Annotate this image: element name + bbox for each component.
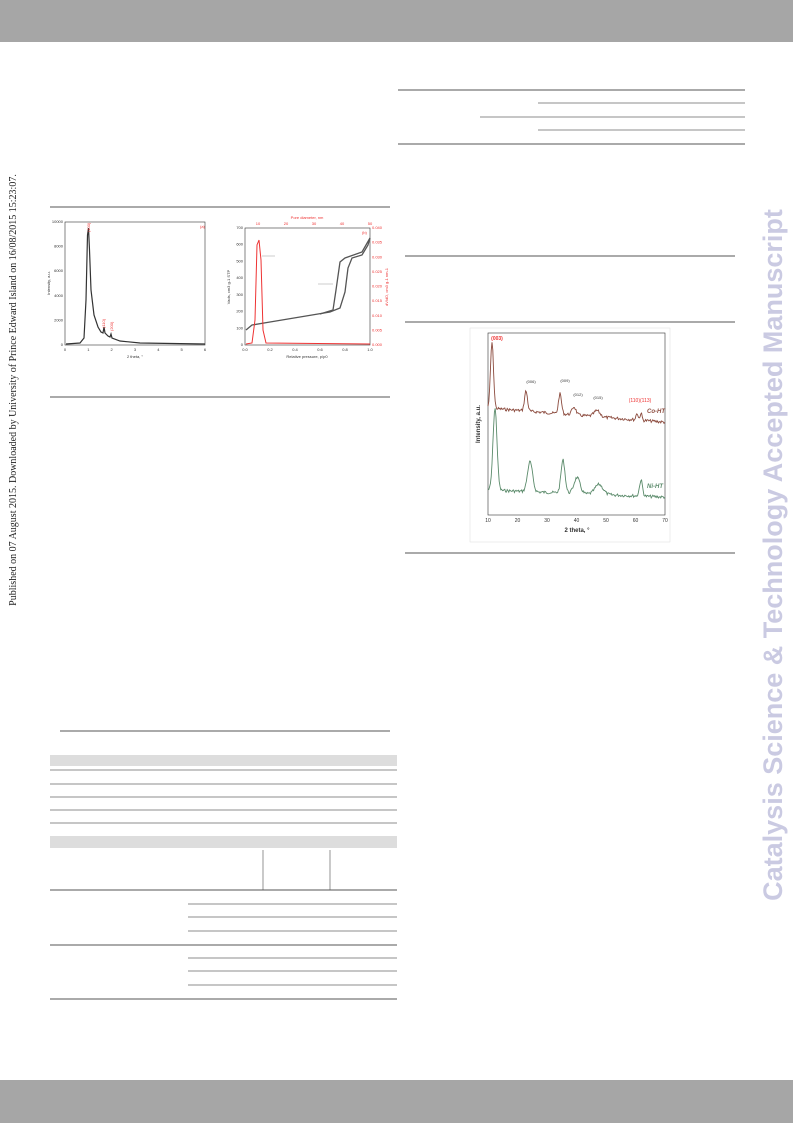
- y2-axis-label: dV/dD, cm3 g-1 nm-1: [384, 267, 389, 306]
- header-bar: [0, 0, 793, 42]
- x-tick-label: 6: [204, 347, 207, 352]
- figure-1b: [244, 227, 371, 346]
- top-tick-label: 30: [312, 221, 317, 226]
- y2-tick-label: 0.010: [372, 313, 383, 318]
- peak-label: (009): [560, 378, 570, 383]
- y-axis-label: Intensity, a.u.: [46, 271, 51, 295]
- y-tick-label: 2000: [54, 317, 64, 322]
- x-tick-label: 3: [134, 347, 137, 352]
- top-tick-label: 50: [368, 221, 373, 226]
- x-tick-label: 70: [662, 518, 668, 524]
- panel-tag: (a): [200, 224, 206, 229]
- x-axis-label: Relative pressure, p/p0: [286, 354, 328, 359]
- y2-tick-label: 0.040: [372, 225, 383, 230]
- x-tick-label: 0.2: [267, 347, 273, 352]
- y2-tick-label: 0.030: [372, 254, 383, 259]
- x-tick-label: 1.0: [367, 347, 373, 352]
- watermark: Catalysis Science & Technology Accepted …: [758, 209, 788, 901]
- y-tick-label: 500: [236, 258, 243, 263]
- y-axis-label: Vads, cm3 g-1 STP: [226, 269, 231, 304]
- x-axis-label: 2 theta, °: [564, 528, 590, 534]
- y-tick-label: 8000: [54, 244, 64, 249]
- peak-label: (006): [526, 379, 536, 384]
- x-tick-label: 50: [603, 518, 609, 524]
- peak-label: (100): [86, 222, 91, 232]
- y-tick-label: 100: [236, 325, 243, 330]
- x-tick-label: 0.0: [242, 347, 248, 352]
- top-tick-label: 10: [256, 221, 261, 226]
- y-tick-label: 0: [241, 342, 244, 347]
- series-label: Co-HT: [647, 409, 666, 415]
- x-tick-label: 1: [87, 347, 90, 352]
- x-tick-label: 2: [111, 347, 114, 352]
- x-axis-label: 2 theta, °: [127, 354, 143, 359]
- y2-tick-label: 0.000: [372, 342, 383, 347]
- x-tick-label: 5: [181, 347, 184, 352]
- footer-bar: [0, 1080, 793, 1123]
- panel-tag: (b): [362, 230, 368, 235]
- peak-label: (003): [491, 336, 503, 342]
- y2-tick-label: 0.005: [372, 327, 383, 332]
- figure-2: [469, 327, 671, 543]
- x-tick-label: 0: [64, 347, 67, 352]
- x-tick-label: 10: [485, 518, 491, 524]
- top-tick-label: 40: [340, 221, 345, 226]
- y-tick-label: 400: [236, 275, 243, 280]
- y-tick-label: 700: [236, 225, 243, 230]
- y-tick-label: 4000: [54, 293, 64, 298]
- x-tick-label: 0.4: [292, 347, 298, 352]
- table-bottom: [50, 730, 397, 1000]
- y-tick-label: 0: [61, 342, 64, 347]
- y-axis-label: Intensity, a.u.: [476, 405, 482, 443]
- peak-label: (015): [593, 395, 603, 400]
- y-tick-label: 600: [236, 242, 243, 247]
- x-tick-label: 4: [157, 347, 160, 352]
- table-top: [398, 89, 745, 145]
- x-tick-label: 0.8: [342, 347, 348, 352]
- y-tick-label: 300: [236, 292, 243, 297]
- peak-label: (110)(113): [629, 398, 652, 404]
- top-axis-label: Pore diameter, nm: [291, 215, 324, 220]
- y2-tick-label: 0.020: [372, 284, 383, 289]
- peak-label: (110): [101, 318, 106, 328]
- x-tick-label: 60: [633, 518, 639, 524]
- x-tick-label: 30: [544, 518, 550, 524]
- y-tick-label: 6000: [54, 268, 64, 273]
- peak-label: (200): [109, 321, 114, 331]
- x-tick-label: 0.6: [317, 347, 323, 352]
- y2-tick-label: 0.035: [372, 240, 383, 245]
- top-tick-label: 20: [284, 221, 289, 226]
- series-label: Ni-HT: [647, 484, 664, 490]
- x-tick-label: 40: [574, 518, 580, 524]
- figure-1a: [64, 221, 206, 346]
- y2-tick-label: 0.015: [372, 298, 383, 303]
- y2-tick-label: 0.025: [372, 269, 383, 274]
- y-tick-label: 200: [236, 309, 243, 314]
- y-tick-label: 10000: [52, 219, 64, 224]
- side-note: Published on 07 August 2015. Downloaded …: [8, 174, 19, 606]
- x-tick-label: 20: [515, 518, 521, 524]
- peak-label: (012): [573, 392, 583, 397]
